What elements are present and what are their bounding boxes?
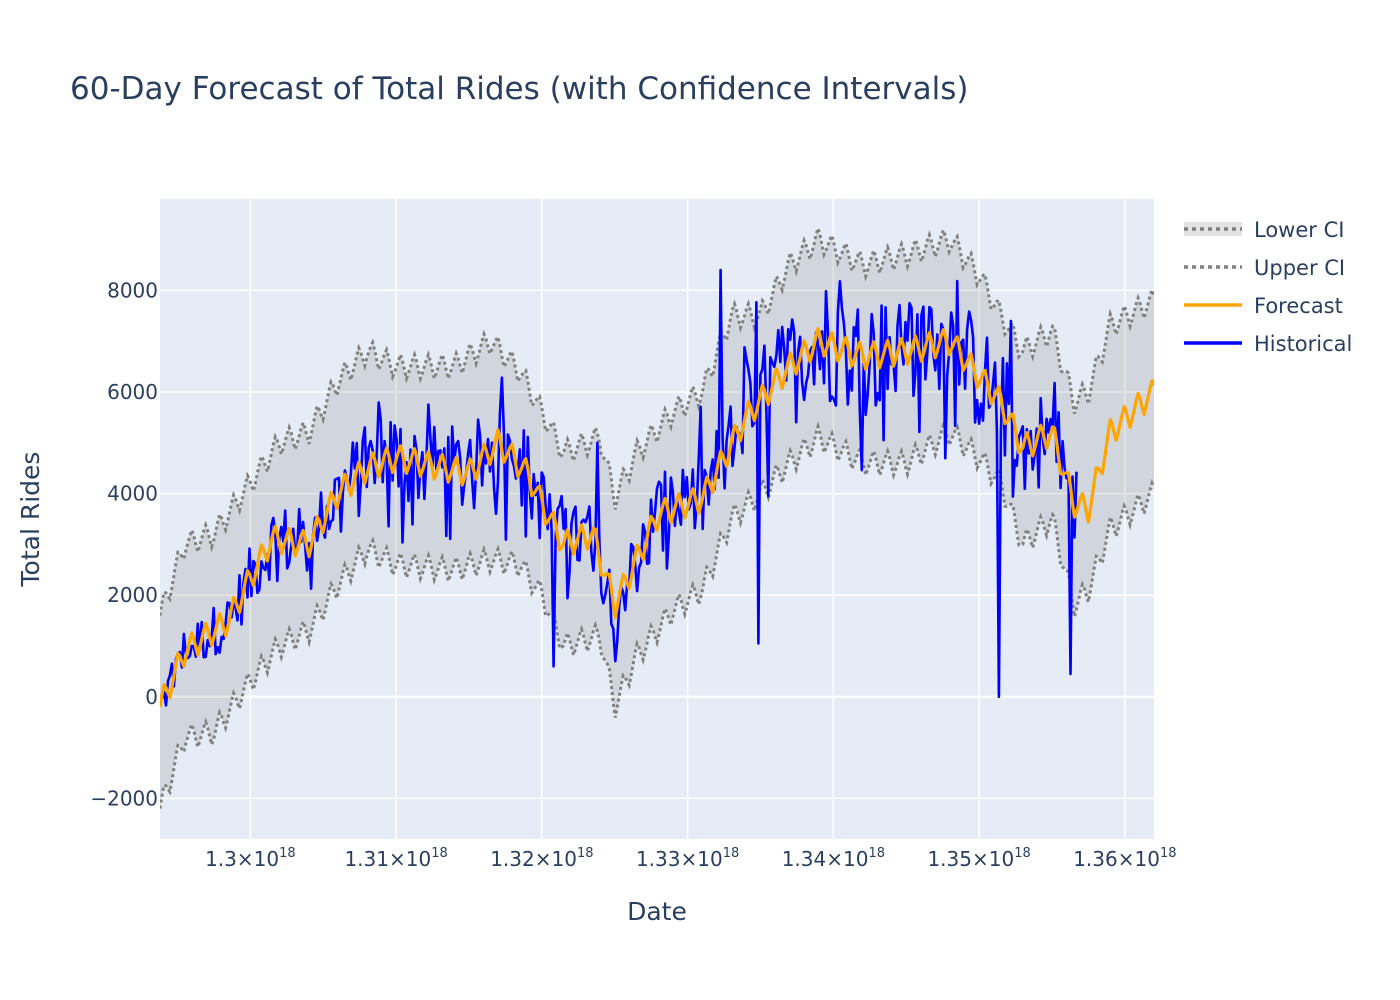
x-axis-title: Date <box>627 897 687 926</box>
y-tick-label: 0 <box>145 685 158 709</box>
chart-title: 60-Day Forecast of Total Rides (with Con… <box>70 71 968 107</box>
legend-label: Historical <box>1254 332 1352 356</box>
legend-item-lower-ci[interactable]: Lower CI <box>1184 218 1344 242</box>
legend-swatch <box>1184 222 1242 236</box>
y-tick-label: 4000 <box>107 482 158 506</box>
y-tick-label: −2000 <box>90 786 158 810</box>
ci-band <box>160 228 1154 809</box>
x-tick-label: 1.33×1018 <box>636 846 739 871</box>
legend-label: Lower CI <box>1254 218 1344 242</box>
y-tick-label: 2000 <box>107 583 158 607</box>
y-tick-label: 6000 <box>107 380 158 404</box>
y-axis-title: Total Rides <box>16 452 45 588</box>
legend-label: Upper CI <box>1254 256 1345 280</box>
x-axis-ticks: 1.3×1018 1.31×1018 1.32×1018 1.33×1018 1.34×… <box>205 846 1176 871</box>
x-tick-label: 1.35×1018 <box>927 846 1030 871</box>
x-tick-label: 1.34×1018 <box>782 846 885 871</box>
x-tick-label: 1.36×1018 <box>1073 846 1176 871</box>
legend: Lower CI Upper CI Forecast Historical <box>1184 218 1352 356</box>
legend-item-historical[interactable]: Historical <box>1184 332 1352 356</box>
y-axis-ticks: −2000 0 2000 4000 6000 8000 <box>90 278 158 810</box>
series-forecast <box>160 327 1154 708</box>
legend-item-forecast[interactable]: Forecast <box>1184 294 1343 318</box>
x-tick-label: 1.3×1018 <box>205 846 296 871</box>
data-series <box>160 223 1154 809</box>
y-tick-label: 8000 <box>107 278 158 302</box>
series-lower-ci <box>160 420 1154 809</box>
series-upper-ci <box>160 223 1154 616</box>
x-tick-label: 1.32×1018 <box>490 846 593 871</box>
grid-lines <box>160 199 1154 839</box>
legend-item-upper-ci[interactable]: Upper CI <box>1184 256 1345 280</box>
legend-label: Forecast <box>1254 294 1343 318</box>
x-tick-label: 1.31×1018 <box>344 846 447 871</box>
